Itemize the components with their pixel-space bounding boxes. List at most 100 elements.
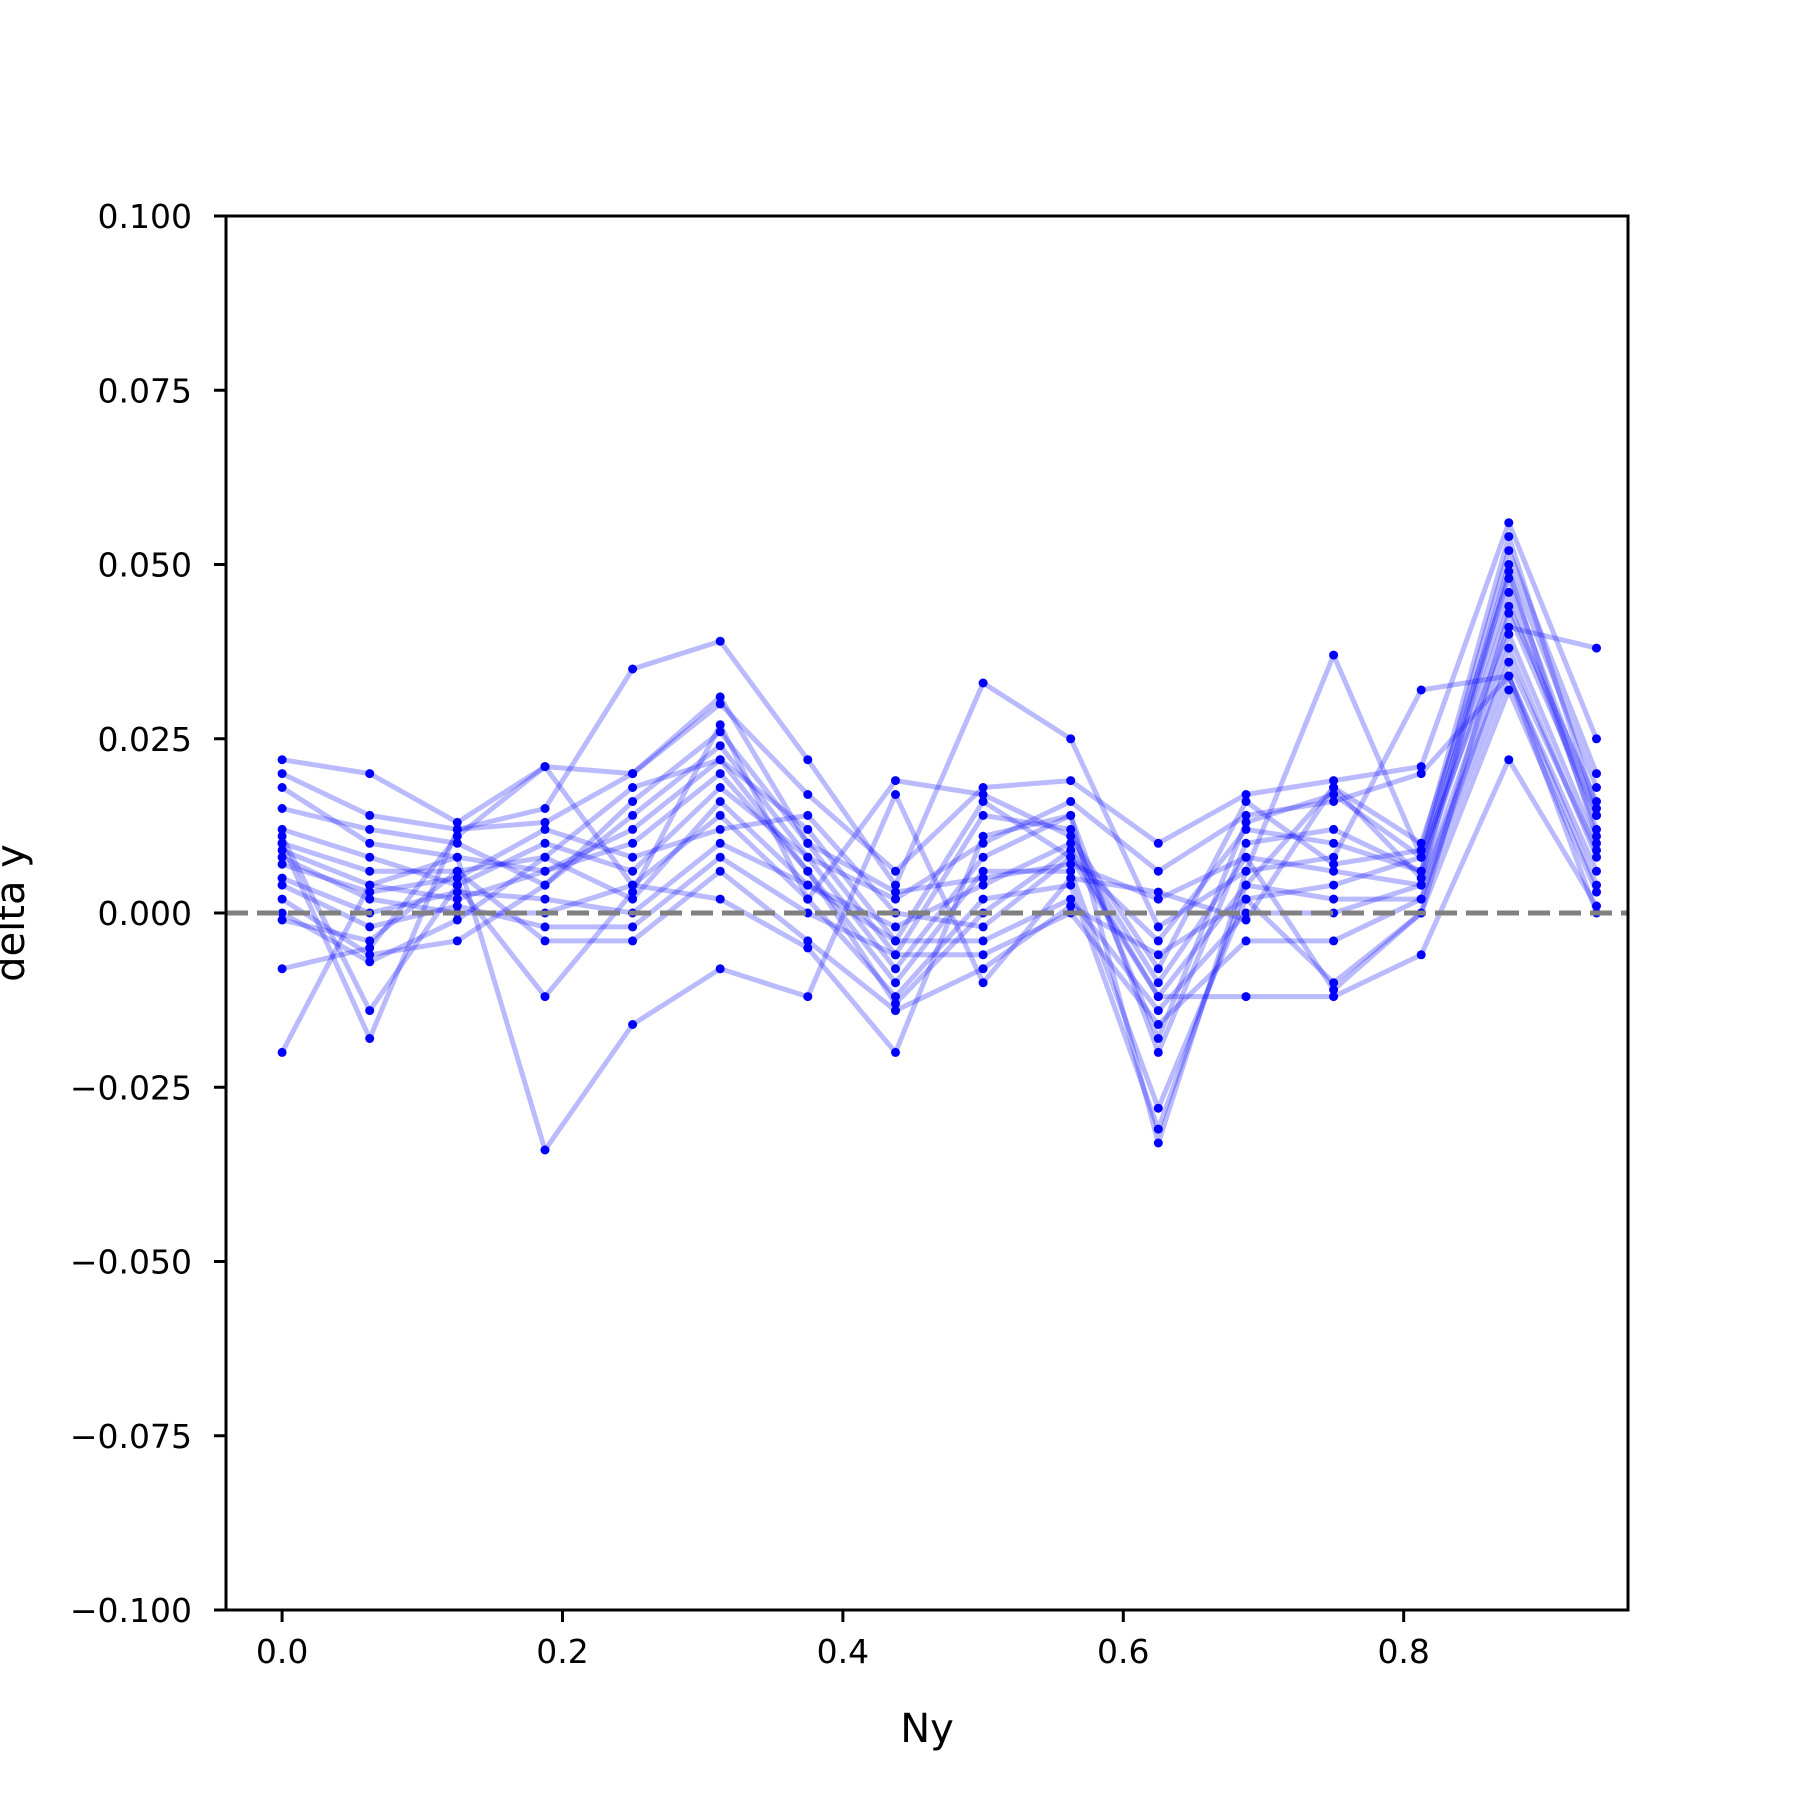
data-point: [1592, 810, 1601, 820]
y-tick-label: 0.100: [98, 197, 192, 236]
data-point: [978, 922, 988, 932]
series-line-6: [281, 631, 1599, 986]
data-point: [1153, 922, 1163, 932]
data-point: [277, 894, 287, 904]
data-point: [978, 866, 988, 876]
data-point: [1504, 643, 1514, 653]
data-point: [540, 866, 550, 876]
y-tick-label: −0.100: [70, 1591, 192, 1630]
data-point: [715, 741, 725, 751]
data-point: [452, 880, 462, 890]
y-tick-label: 0.025: [98, 720, 192, 759]
data-point: [365, 887, 375, 897]
data-point: [1416, 880, 1426, 890]
data-point: [1504, 755, 1514, 765]
data-point: [978, 880, 988, 890]
data-point: [452, 915, 462, 925]
data-point: [1329, 650, 1339, 660]
data-point: [1153, 964, 1163, 974]
data-point: [891, 950, 900, 960]
data-point: [715, 810, 725, 820]
data-point: [365, 852, 375, 862]
series-line-18: [279, 610, 1599, 1041]
data-point: [978, 964, 988, 974]
data-point: [1504, 685, 1514, 695]
data-point: [1416, 866, 1426, 876]
data-point: [1241, 936, 1251, 946]
data-point: [715, 838, 725, 848]
data-point: [1592, 734, 1601, 744]
data-point: [1241, 810, 1251, 820]
data-point: [978, 894, 988, 904]
y-tick-label: −0.075: [70, 1417, 192, 1456]
data-point: [277, 859, 287, 869]
x-tick-label: 0.4: [817, 1632, 869, 1671]
series-line-9: [281, 562, 1599, 944]
series-line-11: [281, 673, 1599, 1027]
series-line-15: [281, 673, 1599, 1146]
y-axis-title: delta y: [0, 844, 34, 982]
data-point: [277, 908, 287, 918]
data-point: [1329, 978, 1339, 988]
data-point: [540, 852, 550, 862]
data-point: [1329, 859, 1339, 869]
data-point: [1153, 950, 1163, 960]
x-tick-label: 0.8: [1377, 1632, 1429, 1671]
data-point: [452, 873, 462, 883]
data-point: [628, 894, 638, 904]
data-point: [540, 880, 550, 890]
data-point: [1066, 859, 1076, 869]
data-point: [1416, 845, 1426, 855]
data-point: [1153, 866, 1163, 876]
data-point: [803, 824, 813, 834]
series-line-1: [281, 520, 1599, 874]
data-point: [277, 831, 287, 841]
data-point: [1066, 776, 1076, 786]
data-point: [891, 887, 900, 897]
data-point: [1241, 824, 1251, 834]
data-point: [715, 797, 725, 806]
data-point: [1592, 887, 1601, 897]
data-point: [1066, 734, 1076, 744]
data-point: [1329, 852, 1339, 862]
data-point: [715, 894, 725, 904]
data-point: [1504, 587, 1514, 597]
data-point: [1066, 845, 1076, 855]
data-point: [1504, 622, 1514, 632]
data-point: [891, 776, 900, 786]
data-point: [1153, 1047, 1163, 1057]
data-point: [1592, 880, 1601, 890]
data-point: [978, 783, 988, 792]
data-point: [628, 810, 638, 820]
data-point: [1416, 762, 1426, 772]
data-point: [540, 1145, 550, 1155]
data-point: [277, 915, 287, 925]
data-point: [452, 824, 462, 834]
data-point: [277, 880, 287, 890]
data-point: [715, 783, 725, 792]
data-point: [277, 769, 287, 779]
data-point: [1153, 1020, 1163, 1029]
data-point: [1592, 901, 1601, 911]
data-point: [1066, 852, 1076, 862]
data-point: [628, 936, 638, 946]
data-point: [1329, 790, 1339, 799]
data-point: [803, 755, 813, 765]
data-point: [1329, 824, 1339, 834]
y-axis: −0.100 −0.075 −0.050 −0.025 0.000 0.025 0.050 0…: [70, 197, 226, 1630]
data-point: [1241, 908, 1251, 918]
data-point: [277, 1047, 287, 1057]
y-tick-label: 0.050: [98, 546, 192, 585]
data-point: [365, 880, 375, 890]
data-point: [978, 936, 988, 946]
data-point: [1153, 1124, 1163, 1134]
data-point: [978, 790, 988, 799]
data-point: [1592, 769, 1601, 779]
data-point: [715, 964, 725, 974]
data-point: [1241, 852, 1251, 862]
data-point: [1329, 838, 1339, 848]
data-point: [1329, 776, 1339, 786]
data-point: [1066, 901, 1076, 911]
data-point: [891, 790, 900, 799]
